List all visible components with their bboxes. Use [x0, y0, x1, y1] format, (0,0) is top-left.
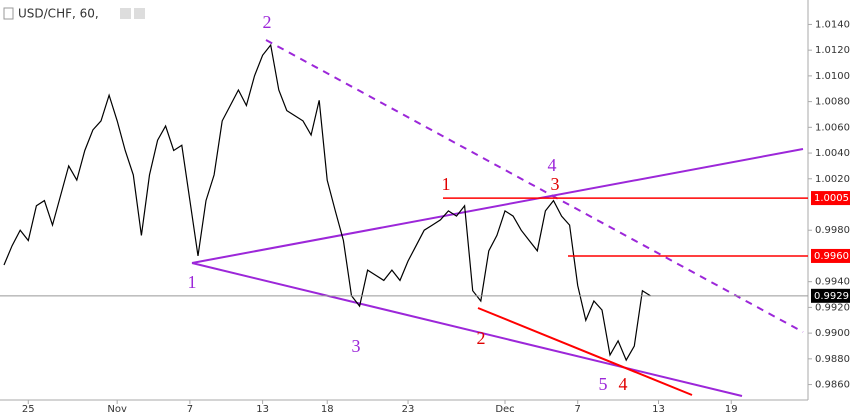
- y-tick-label: 1.0100: [815, 71, 850, 82]
- level-label: 0.9960: [814, 251, 849, 262]
- wave-label: 2: [263, 12, 272, 32]
- trendline: [477, 307, 693, 396]
- price-line: [3, 43, 651, 362]
- wave-label: 1: [188, 272, 197, 292]
- level-label: 0.9929: [814, 291, 849, 302]
- drawings: [191, 39, 804, 397]
- level-tag: [811, 248, 850, 263]
- trendline: [191, 148, 804, 264]
- y-tick-label: 1.0080: [815, 97, 850, 108]
- x-tick-label: 7: [575, 404, 581, 415]
- wave-label: 2: [477, 328, 486, 348]
- y-tick-label: 1.0140: [815, 19, 850, 30]
- y-tick-label: 0.9920: [815, 302, 850, 313]
- y-tick-label: 0.9980: [815, 225, 850, 236]
- level-tag: [811, 288, 850, 303]
- x-tick-label: 13: [652, 404, 665, 415]
- y-tick-label: 1.0040: [815, 148, 850, 159]
- collapse-icon[interactable]: [3, 7, 14, 20]
- y-tick-label: 0.9940: [815, 277, 850, 288]
- x-tick-label: Dec: [495, 404, 514, 415]
- y-tick-label: 1.0120: [815, 45, 850, 56]
- x-tick-label: 25: [22, 404, 35, 415]
- x-tick-label: 19: [725, 404, 738, 415]
- x-tick-label: 18: [321, 404, 334, 415]
- trendline: [265, 39, 804, 333]
- wave-label: 5: [599, 374, 608, 394]
- x-tick-label: 23: [402, 404, 415, 415]
- chart-title: USD/CHF, 60,: [18, 7, 99, 21]
- wave-label: 4: [548, 155, 557, 175]
- y-tick-label: 0.9900: [815, 328, 850, 339]
- wave-label: 1: [442, 174, 451, 194]
- x-tick-label: 7: [187, 404, 193, 415]
- trendline: [191, 262, 743, 397]
- y-tick-label: 0.9880: [815, 354, 850, 365]
- level-label: 1.0005: [814, 193, 849, 204]
- y-tick-label: 1.0020: [815, 174, 850, 185]
- level-tag: [811, 191, 850, 206]
- y-tick-label: 0.9860: [815, 380, 850, 391]
- icon[interactable]: [120, 8, 131, 19]
- wave-label: 3: [352, 336, 361, 356]
- wave-label: 4: [619, 374, 628, 394]
- x-tick-label: 13: [256, 404, 269, 415]
- y-tick-label: 1.0060: [815, 122, 850, 133]
- wave-label: 3: [551, 174, 560, 194]
- icon[interactable]: [134, 8, 145, 19]
- x-tick-label: Nov: [107, 404, 127, 415]
